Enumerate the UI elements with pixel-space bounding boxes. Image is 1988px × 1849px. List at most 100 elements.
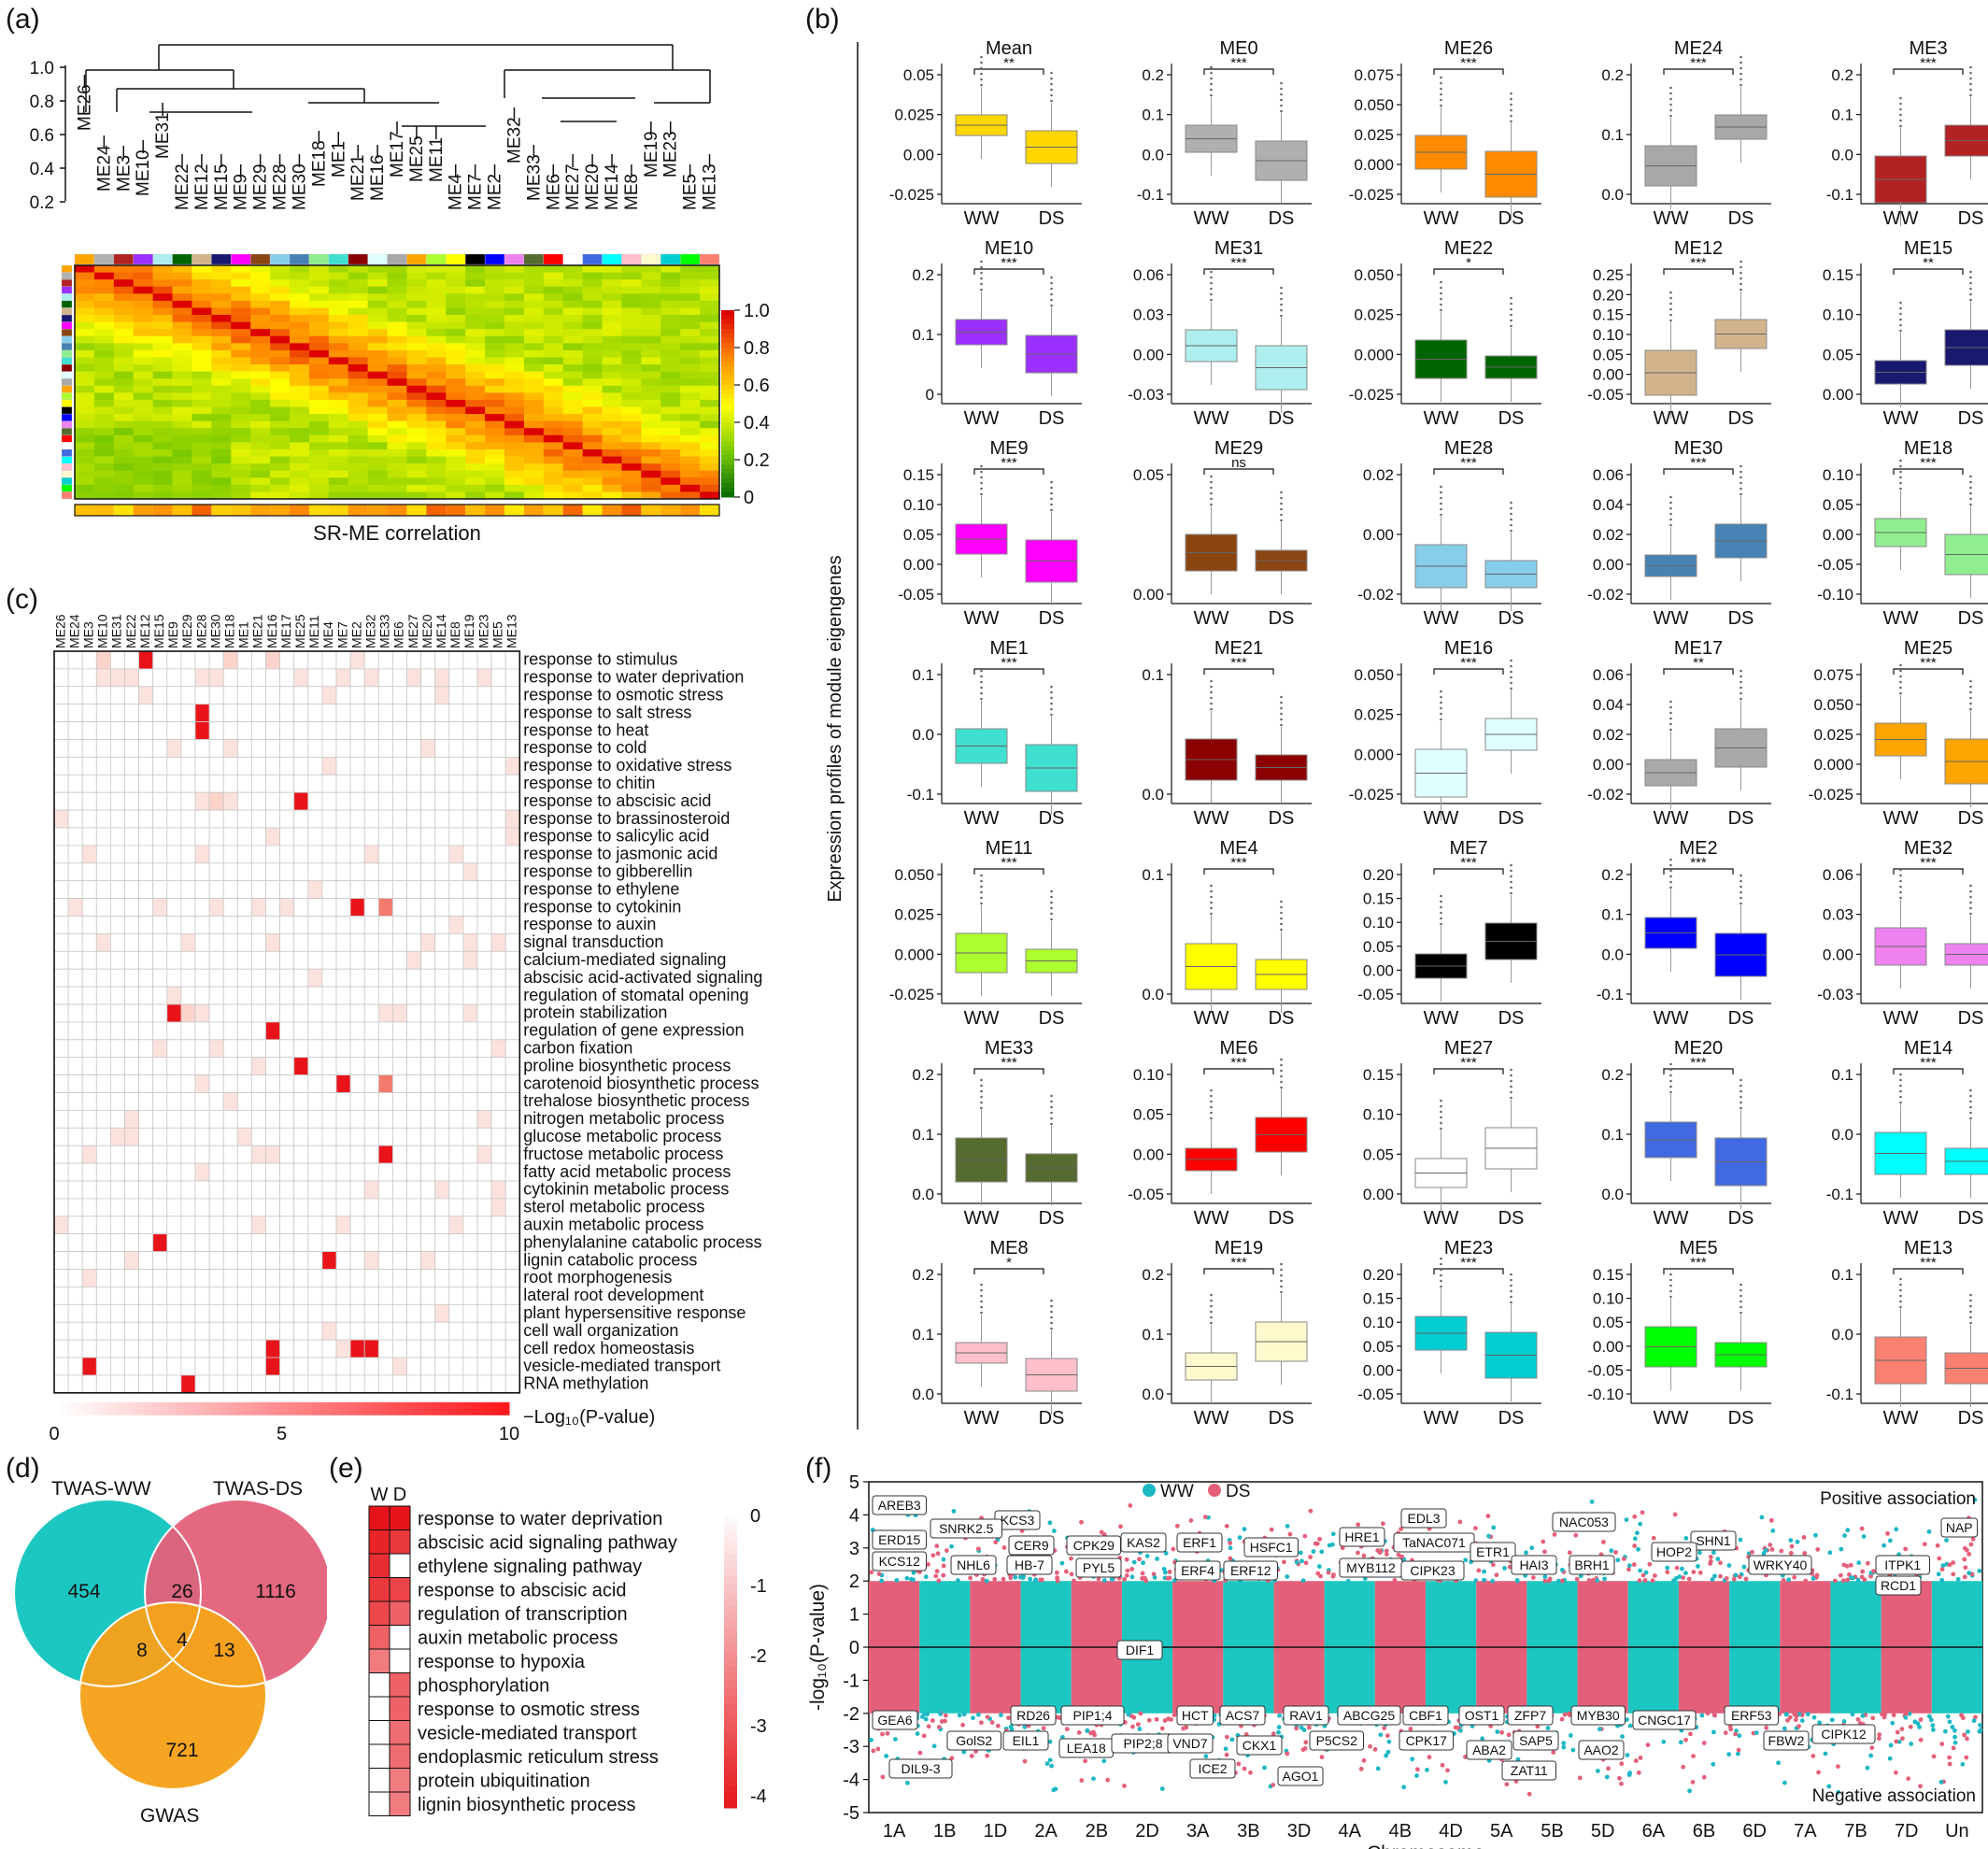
go-heatmap-cell (434, 950, 450, 970)
go-heatmap-cell (194, 809, 210, 829)
heatmap-cell (504, 406, 525, 415)
heatmap-cell (660, 364, 681, 372)
go-heatmap-cell (194, 1216, 210, 1235)
boxplot-tick-label: 0.00 (1363, 1361, 1394, 1379)
outlier-point (1280, 1069, 1283, 1073)
outlier-point (1740, 1084, 1742, 1088)
heatmap-cell (582, 399, 603, 407)
heatmap-cell (641, 456, 661, 464)
go-heatmap-cell (293, 1092, 309, 1111)
heatmap-cell (152, 378, 173, 387)
x-category-label: DS (1269, 1408, 1295, 1429)
go-heatmap-cell (180, 686, 196, 705)
heatmap-cell (328, 315, 349, 322)
heatmap-cell (308, 315, 330, 322)
heatmap-cell (250, 442, 271, 450)
go-heatmap-cell (208, 791, 224, 811)
heatmap-cell (211, 349, 232, 358)
go-heatmap-cell (166, 1233, 182, 1253)
go-term-label: auxin metabolic process (523, 1216, 703, 1234)
go-heatmap-cell (434, 1039, 450, 1059)
heatmap-cell (250, 392, 271, 401)
heatmap-cell (250, 406, 271, 415)
boxplot-tick-label: 0.0 (1142, 1386, 1164, 1403)
outlier-point (1969, 276, 1972, 279)
manhattan-point (949, 1543, 954, 1549)
boxplot-tick-label: -0.03 (1817, 986, 1853, 1003)
srme-cell (133, 505, 153, 516)
manhattan-point (1482, 1577, 1486, 1583)
go-heatmap-cell (406, 1198, 422, 1217)
module-color-left (61, 413, 73, 421)
heatmap-cell (523, 286, 545, 294)
boxplot-title: ME11 (986, 838, 1033, 859)
go-heatmap-cell (250, 1269, 266, 1287)
go-heatmap-cell (265, 845, 281, 864)
go-heatmap-cell (293, 1233, 309, 1253)
manhattan-point (1620, 1734, 1625, 1739)
heatmap-cell (211, 428, 232, 436)
go-heatmap-cell (250, 1374, 266, 1394)
go-heatmap-cell (222, 1269, 238, 1287)
go-heatmap-cell (236, 950, 252, 970)
outlier-point (1969, 702, 1972, 705)
x-category-label: WW (1424, 408, 1459, 429)
go-term-label: cell redox homeostasis (523, 1339, 694, 1358)
go-heatmap-cell (377, 1057, 393, 1076)
heatmap-cell (621, 349, 642, 358)
heatmap-cell (348, 349, 368, 358)
heatmap-cell (641, 399, 661, 407)
go-heatmap-cell (208, 1180, 224, 1200)
manhattan-point (1013, 1574, 1018, 1580)
go-heatmap-cell (67, 1110, 83, 1129)
heatmap-cell (446, 392, 466, 401)
heatmap-cell (523, 357, 545, 365)
panel-e-letter: (e) (329, 1453, 363, 1484)
go-heatmap-cell (476, 1233, 492, 1253)
heatmap-cell (113, 293, 135, 302)
outlier-point (1210, 292, 1213, 296)
heatmap-cell (485, 463, 505, 471)
go-heatmap-cell (53, 1374, 69, 1394)
go-heatmap-cell (124, 986, 140, 1005)
sig-label: ** (1003, 55, 1015, 71)
go-heatmap-cell (166, 1057, 182, 1076)
manhattan-point (1228, 1541, 1233, 1545)
heatmap-cell (367, 414, 388, 421)
heatmap-cell (367, 399, 388, 407)
heatmap-cell (367, 343, 388, 351)
heatmap-cell (543, 272, 564, 280)
heatmap-cell (328, 364, 349, 372)
heatmap-cell (387, 272, 407, 280)
manhattan-point (1486, 1533, 1491, 1539)
venn-count-gwas-only: 721 (165, 1740, 198, 1761)
go-heatmap-cell (152, 827, 168, 846)
go-heatmap-cell (448, 1127, 464, 1146)
go-heatmap-cell (53, 845, 69, 864)
go-colorbar-segment (84, 1401, 93, 1415)
outlier-point (1210, 1321, 1213, 1325)
go-heatmap-cell (236, 721, 252, 740)
heatmap-cell (367, 378, 388, 387)
heatmap-cell (113, 371, 135, 379)
go-heatmap-cell (279, 704, 295, 722)
heatmap-cell (446, 315, 466, 322)
outlier-point (1899, 675, 1902, 678)
go-heatmap-cell (265, 704, 281, 722)
go-term-label: fructose metabolic process (523, 1145, 723, 1163)
boxplot-ME24: ME24***0.20.10.0WW DS (1601, 38, 1771, 229)
heatmap-cell (192, 434, 212, 443)
venn-outline-ds (144, 1499, 327, 1687)
module-color-left (61, 329, 73, 336)
go-heatmap-cell (124, 756, 140, 775)
outlier-point (1669, 711, 1672, 715)
heatmap-cell (290, 428, 310, 436)
heatmap-cell (543, 329, 564, 337)
heatmap-cell (465, 343, 486, 351)
go-heatmap-cell (95, 1339, 111, 1358)
heatmap-cell (290, 272, 310, 280)
go-heatmap-cell (166, 1198, 182, 1217)
heatmap-cell (133, 420, 153, 429)
go-heatmap-cell (67, 1357, 83, 1376)
enrich-term-label: response to abscisic acid (418, 1580, 626, 1600)
